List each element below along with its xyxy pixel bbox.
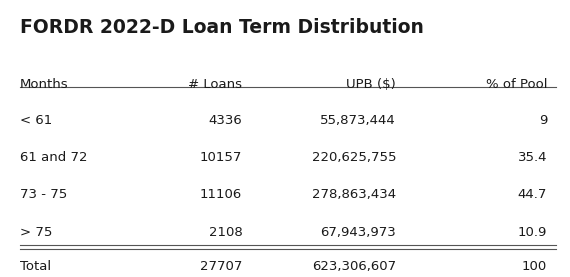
Text: 73 - 75: 73 - 75 [20, 188, 67, 201]
Text: # Loans: # Loans [188, 78, 242, 91]
Text: 11106: 11106 [200, 188, 242, 201]
Text: Months: Months [20, 78, 68, 91]
Text: 61 and 72: 61 and 72 [20, 151, 87, 164]
Text: 278,863,434: 278,863,434 [312, 188, 396, 201]
Text: UPB ($): UPB ($) [347, 78, 396, 91]
Text: 67,943,973: 67,943,973 [320, 226, 396, 239]
Text: Total: Total [20, 260, 51, 273]
Text: 623,306,607: 623,306,607 [312, 260, 396, 273]
Text: > 75: > 75 [20, 226, 52, 239]
Text: 10157: 10157 [200, 151, 242, 164]
Text: FORDR 2022-D Loan Term Distribution: FORDR 2022-D Loan Term Distribution [20, 18, 424, 37]
Text: 4336: 4336 [209, 114, 242, 127]
Text: 220,625,755: 220,625,755 [312, 151, 396, 164]
Text: 55,873,444: 55,873,444 [320, 114, 396, 127]
Text: 100: 100 [522, 260, 547, 273]
Text: 10.9: 10.9 [518, 226, 547, 239]
Text: 2108: 2108 [209, 226, 242, 239]
Text: 35.4: 35.4 [518, 151, 547, 164]
Text: 44.7: 44.7 [518, 188, 547, 201]
Text: 27707: 27707 [200, 260, 242, 273]
Text: < 61: < 61 [20, 114, 52, 127]
Text: 9: 9 [539, 114, 547, 127]
Text: % of Pool: % of Pool [486, 78, 547, 91]
